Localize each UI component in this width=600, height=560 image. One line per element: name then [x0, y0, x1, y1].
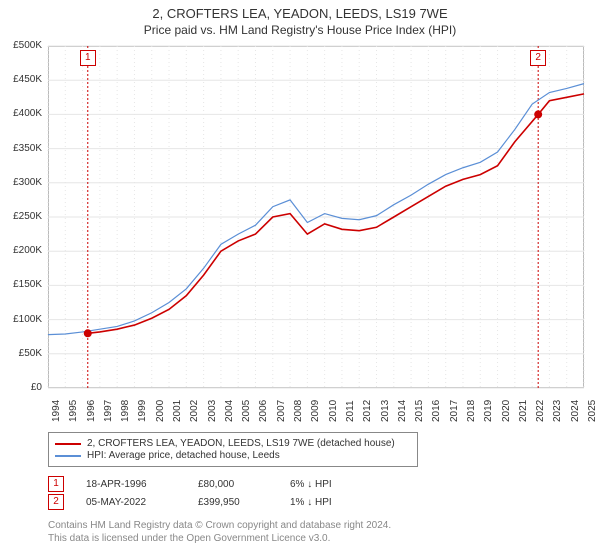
x-tick-label: 2011 [345, 400, 356, 422]
event-marker-2: 2 [530, 50, 546, 66]
y-tick-label: £100K [0, 314, 42, 325]
x-tick-label: 2013 [380, 400, 391, 422]
x-tick-label: 1996 [86, 400, 97, 422]
legend-label: HPI: Average price, detached house, Leed… [87, 450, 280, 461]
event-num-box: 2 [48, 494, 64, 510]
y-tick-label: £400K [0, 108, 42, 119]
footer-line1: Contains HM Land Registry data © Crown c… [48, 520, 391, 533]
x-tick-label: 2016 [431, 400, 442, 422]
x-tick-label: 2015 [414, 400, 425, 422]
x-tick-label: 2012 [362, 400, 373, 422]
event-date: 05-MAY-2022 [86, 497, 176, 508]
event-price: £80,000 [198, 479, 268, 490]
x-tick-label: 2010 [328, 400, 339, 422]
legend: 2, CROFTERS LEA, YEADON, LEEDS, LS19 7WE… [48, 432, 418, 467]
x-tick-label: 1997 [103, 400, 114, 422]
x-tick-label: 2017 [449, 400, 460, 422]
x-tick-label: 1999 [137, 400, 148, 422]
y-tick-label: £300K [0, 177, 42, 188]
y-tick-label: £450K [0, 74, 42, 85]
x-tick-label: 2002 [189, 400, 200, 422]
x-tick-label: 2022 [535, 400, 546, 422]
legend-row: HPI: Average price, detached house, Leed… [55, 450, 411, 461]
x-tick-label: 2018 [466, 400, 477, 422]
event-row: 2 05-MAY-2022 £399,950 1% ↓ HPI [48, 494, 370, 510]
x-tick-label: 2004 [224, 400, 235, 422]
event-marker-1: 1 [80, 50, 96, 66]
event-date: 18-APR-1996 [86, 479, 176, 490]
x-tick-label: 2000 [155, 400, 166, 422]
y-tick-label: £50K [0, 348, 42, 359]
x-tick-label: 2025 [587, 400, 598, 422]
x-tick-label: 2001 [172, 400, 183, 422]
x-tick-label: 2007 [276, 400, 287, 422]
event-delta: 6% ↓ HPI [290, 479, 370, 490]
x-tick-label: 2020 [501, 400, 512, 422]
y-tick-label: £0 [0, 382, 42, 393]
footer-line2: This data is licensed under the Open Gov… [48, 533, 391, 546]
legend-row: 2, CROFTERS LEA, YEADON, LEEDS, LS19 7WE… [55, 438, 411, 449]
y-tick-label: £150K [0, 279, 42, 290]
y-tick-label: £350K [0, 143, 42, 154]
event-price: £399,950 [198, 497, 268, 508]
x-tick-label: 1995 [68, 400, 79, 422]
event-delta: 1% ↓ HPI [290, 497, 370, 508]
event-table: 1 18-APR-1996 £80,000 6% ↓ HPI 2 05-MAY-2022 £… [48, 474, 370, 512]
y-tick-label: £200K [0, 245, 42, 256]
y-tick-label: £250K [0, 211, 42, 222]
event-num-box: 1 [48, 476, 64, 492]
event-row: 1 18-APR-1996 £80,000 6% ↓ HPI [48, 476, 370, 492]
x-tick-label: 2003 [207, 400, 218, 422]
x-tick-label: 2023 [552, 400, 563, 422]
x-tick-label: 2021 [518, 400, 529, 422]
x-tick-label: 2019 [483, 400, 494, 422]
x-tick-label: 2006 [258, 400, 269, 422]
x-tick-label: 1994 [51, 400, 62, 422]
x-tick-label: 1998 [120, 400, 131, 422]
y-tick-label: £500K [0, 40, 42, 51]
x-tick-label: 2024 [570, 400, 581, 422]
footer-attribution: Contains HM Land Registry data © Crown c… [48, 520, 391, 545]
x-tick-label: 2009 [310, 400, 321, 422]
x-tick-label: 2014 [397, 400, 408, 422]
x-tick-label: 2005 [241, 400, 252, 422]
x-tick-label: 2008 [293, 400, 304, 422]
legend-swatch [55, 443, 81, 445]
legend-label: 2, CROFTERS LEA, YEADON, LEEDS, LS19 7WE… [87, 438, 395, 449]
legend-swatch [55, 455, 81, 457]
